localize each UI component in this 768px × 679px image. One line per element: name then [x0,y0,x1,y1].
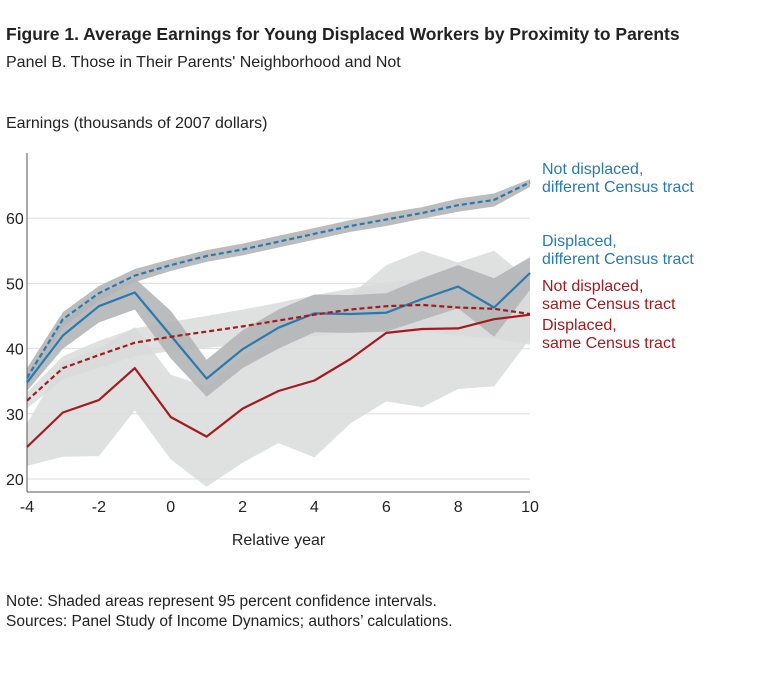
series-label-4: Displaced, same Census tract [542,317,676,352]
y-tick-label-50: 50 [6,276,24,293]
figure-subtitle: Panel B. Those in Their Parents' Neighbo… [6,54,401,71]
note-text: Note: Shaded areas represent 95 percent … [6,593,437,610]
series-line-1 [26,181,531,379]
y-axis-label: Earnings (thousands of 2007 dollars) [6,115,268,132]
y-tick-label-20: 20 [6,472,24,489]
x-tick-label-10: 10 [521,499,539,516]
x-tick-label-4: 4 [310,499,319,516]
y-tick-label-30: 30 [6,407,24,424]
x-tick-label-0: 0 [166,499,175,516]
series-line-2 [26,272,531,384]
series-label-1: Not displaced, different Census tract [542,161,694,196]
x-axis-label: Relative year [232,532,326,549]
series-line-4 [26,313,531,448]
series-label-2: Displaced, different Census tract [542,233,694,268]
series-label-3: Not displaced, same Census tract [542,278,676,313]
x-tick-label-2: 2 [238,499,247,516]
x-tick-label--4: -4 [20,499,34,516]
y-tick-label-40: 40 [6,342,24,359]
x-tick-label--2: -2 [92,499,106,516]
series-line-3 [26,303,531,402]
x-tick-label-6: 6 [382,499,391,516]
sources-text: Sources: Panel Study of Income Dynamics;… [6,613,453,630]
x-tick-label-8: 8 [454,499,463,516]
y-tick-label-60: 60 [6,211,24,228]
figure-title: Figure 1. Average Earnings for Young Dis… [6,24,680,44]
